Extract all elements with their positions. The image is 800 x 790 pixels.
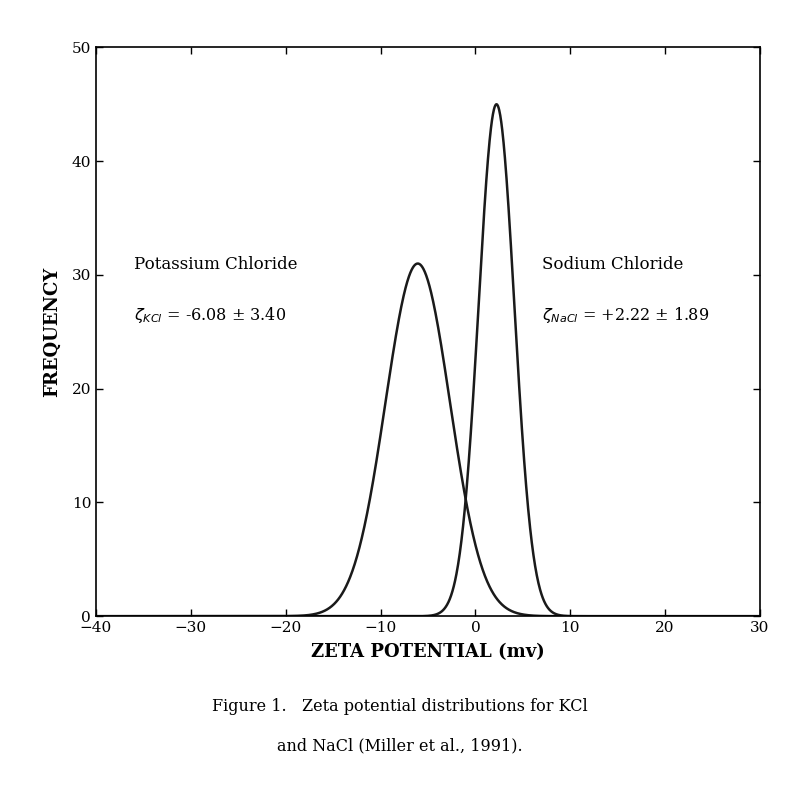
X-axis label: ZETA POTENTIAL (mv): ZETA POTENTIAL (mv) (311, 643, 545, 661)
Text: $\zeta_{NaCl}$ = +2.22 ± 1.89: $\zeta_{NaCl}$ = +2.22 ± 1.89 (542, 306, 709, 325)
Text: Figure 1.   Zeta potential distributions for KCl: Figure 1. Zeta potential distributions f… (212, 698, 588, 715)
Text: $\zeta_{KCl}$ = -6.08 ± 3.40: $\zeta_{KCl}$ = -6.08 ± 3.40 (134, 306, 286, 325)
Y-axis label: FREQUENCY: FREQUENCY (42, 267, 61, 397)
Text: Sodium Chloride: Sodium Chloride (542, 256, 683, 273)
Text: Potassium Chloride: Potassium Chloride (134, 256, 298, 273)
Text: and NaCl (Miller et al., 1991).: and NaCl (Miller et al., 1991). (277, 738, 523, 754)
